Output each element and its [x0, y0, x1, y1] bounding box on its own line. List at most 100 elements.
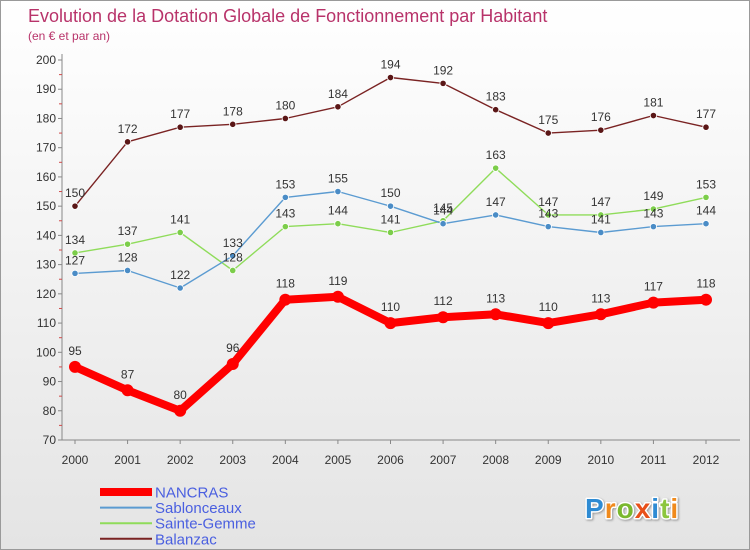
- y-tick-label: 80: [43, 404, 57, 418]
- data-label-nancras: 87: [121, 367, 135, 381]
- x-tick-label: 2010: [587, 453, 614, 467]
- data-label-sablonceaux: 133: [223, 236, 243, 250]
- data-point-balanzac: [439, 79, 447, 87]
- x-tick-label: 2011: [641, 453, 667, 467]
- data-label-nancras: 110: [381, 300, 400, 314]
- data-point-nancras: [279, 293, 292, 306]
- data-label-nancras: 96: [226, 341, 240, 355]
- data-label-sainte-gemme: 147: [538, 195, 558, 209]
- data-label-nancras: 113: [486, 291, 505, 305]
- data-label-balanzac: 184: [328, 87, 348, 101]
- data-point-nancras: [542, 317, 555, 330]
- data-point-sainte-gemme: [702, 193, 710, 201]
- data-label-balanzac: 176: [591, 110, 611, 124]
- data-point-sablonceaux: [71, 269, 79, 277]
- data-point-sainte-gemme: [492, 164, 500, 172]
- data-point-sablonceaux: [123, 266, 132, 275]
- data-point-sablonceaux: [229, 252, 237, 260]
- legend-item-sainte-gemme: Sainte-Gemme: [100, 516, 256, 533]
- y-tick-label: 130: [36, 258, 56, 272]
- logo-letter: x: [635, 493, 652, 524]
- chart-title: Evolution de la Dotation Globale de Fonc…: [28, 6, 547, 26]
- data-point-balanzac: [229, 120, 237, 128]
- data-label-nancras: 118: [276, 277, 295, 291]
- legend-item-nancras: NANCRAS: [100, 485, 228, 502]
- data-label-nancras: 118: [696, 277, 715, 291]
- data-label-sainte-gemme: 134: [65, 233, 85, 247]
- data-point-sablonceaux: [649, 223, 658, 231]
- data-point-sainte-gemme: [649, 205, 658, 213]
- data-point-balanzac: [544, 129, 552, 137]
- x-tick-label: 2008: [482, 453, 509, 467]
- x-tick-label: 2007: [430, 453, 457, 467]
- data-point-nancras: [700, 293, 712, 306]
- x-tick-label: 2009: [535, 453, 562, 467]
- data-point-balanzac: [386, 73, 395, 82]
- data-label-sainte-gemme: 128: [223, 250, 243, 264]
- data-label-nancras: 80: [173, 388, 187, 402]
- data-point-sainte-gemme: [386, 228, 395, 237]
- data-label-sablonceaux: 127: [65, 253, 85, 267]
- data-label-nancras: 119: [328, 274, 347, 288]
- legend-label: Sainte-Gemme: [155, 516, 256, 533]
- data-label-balanzac: 181: [643, 96, 663, 110]
- data-point-balanzac: [597, 126, 605, 134]
- data-label-sainte-gemme: 143: [275, 207, 295, 221]
- data-label-balanzac: 177: [696, 107, 716, 121]
- data-label-balanzac: 194: [380, 58, 400, 72]
- data-label-sablonceaux: 153: [275, 177, 295, 191]
- x-tick-label: 2005: [325, 453, 352, 467]
- series-nancras: [69, 290, 712, 417]
- series-sablonceaux: [71, 187, 710, 292]
- data-label-balanzac: 177: [170, 107, 190, 121]
- x-tick-label: 2003: [219, 453, 246, 467]
- y-tick-label: 160: [36, 170, 56, 184]
- logo-letter: o: [617, 493, 635, 524]
- y-tick-label: 70: [43, 433, 57, 447]
- data-label-nancras: 112: [434, 294, 453, 308]
- logo-letter: P: [585, 493, 605, 524]
- data-label-sainte-gemme: 147: [591, 195, 611, 209]
- data-point-nancras: [594, 308, 607, 321]
- data-label-balanzac: 175: [538, 113, 558, 127]
- data-point-nancras: [437, 311, 450, 324]
- data-label-nancras: 113: [591, 291, 610, 305]
- data-label-sainte-gemme: 145: [433, 201, 453, 215]
- data-point-balanzac: [334, 103, 342, 111]
- x-tick-label: 2002: [167, 453, 194, 467]
- logo-letter: t: [660, 493, 670, 524]
- y-tick-label: 150: [36, 199, 56, 213]
- data-point-sainte-gemme: [229, 266, 237, 275]
- data-label-sablonceaux: 128: [118, 250, 138, 264]
- legend-label: Balanzac: [155, 531, 217, 548]
- data-labels-layer: 95 87 80 96 118 119 110 112 113 110 113 117 118 127 12…: [65, 58, 716, 402]
- y-tick-label: 180: [36, 111, 56, 125]
- data-label-nancras: 117: [644, 280, 663, 294]
- data-label-sablonceaux: 144: [696, 204, 716, 218]
- data-point-balanzac: [492, 106, 500, 114]
- data-point-sablonceaux: [544, 223, 552, 231]
- data-label-sablonceaux: 143: [538, 207, 558, 221]
- x-tick-label: 2000: [62, 453, 89, 467]
- data-label-sainte-gemme: 137: [118, 224, 138, 238]
- data-label-sablonceaux: 143: [643, 207, 663, 221]
- y-tick-label: 120: [36, 287, 56, 301]
- data-point-sablonceaux: [702, 220, 710, 228]
- data-label-balanzac: 150: [65, 186, 85, 200]
- data-point-nancras: [384, 317, 397, 330]
- data-point-sablonceaux: [334, 187, 342, 196]
- data-label-sablonceaux: 155: [328, 172, 348, 186]
- legend-label: NANCRAS: [155, 485, 228, 502]
- series-layer: [69, 73, 712, 417]
- data-label-balanzac: 172: [118, 122, 138, 136]
- x-tick-label: 2006: [377, 453, 404, 467]
- data-point-sainte-gemme: [334, 220, 342, 228]
- x-tick-label: 2001: [114, 453, 141, 467]
- data-point-balanzac: [71, 202, 79, 210]
- data-label-balanzac: 192: [433, 63, 453, 77]
- data-label-balanzac: 180: [275, 98, 295, 112]
- data-label-nancras: 110: [539, 300, 558, 314]
- data-label-sainte-gemme: 141: [170, 212, 190, 226]
